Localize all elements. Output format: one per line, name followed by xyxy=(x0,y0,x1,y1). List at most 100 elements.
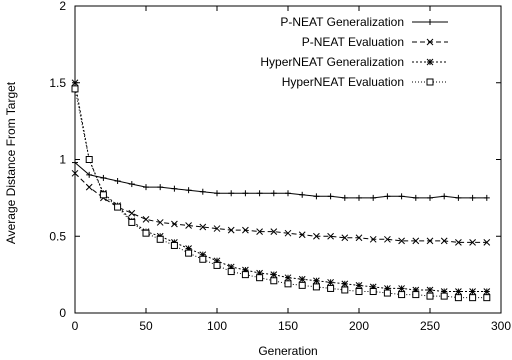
data-point xyxy=(284,274,292,282)
data-point xyxy=(356,194,362,201)
data-point xyxy=(156,219,164,226)
data-point xyxy=(171,220,178,228)
data-point xyxy=(312,283,320,291)
data-point xyxy=(370,194,377,201)
x-tick-label: 300 xyxy=(491,319,511,333)
data-point xyxy=(469,288,476,295)
data-point xyxy=(426,38,434,46)
data-point xyxy=(327,232,334,240)
data-point xyxy=(313,232,320,240)
data-point xyxy=(85,156,93,163)
y-axis-title: Average Distance From Target xyxy=(4,81,18,244)
data-point xyxy=(469,194,476,201)
data-point xyxy=(128,181,135,188)
legend-item: HyperNEAT Evaluation xyxy=(282,75,448,89)
x-tick: 300 xyxy=(491,6,511,333)
data-point xyxy=(100,174,107,181)
data-point xyxy=(270,190,277,197)
data-point xyxy=(156,235,164,243)
data-point xyxy=(71,85,79,93)
series-2 xyxy=(71,169,491,246)
data-point xyxy=(157,184,164,191)
data-point xyxy=(313,277,320,285)
series-layer xyxy=(71,79,491,302)
x-tick: 100 xyxy=(207,6,227,333)
x-tick: 50 xyxy=(139,6,153,333)
data-point xyxy=(185,187,192,194)
legend-item: P-NEAT Evaluation xyxy=(302,35,448,49)
data-point xyxy=(298,275,306,283)
data-point xyxy=(398,193,405,200)
data-point xyxy=(114,177,121,184)
data-point xyxy=(426,58,434,66)
data-point xyxy=(241,271,249,279)
data-point xyxy=(427,194,433,201)
data-point xyxy=(284,229,292,237)
data-point xyxy=(128,209,136,217)
data-point xyxy=(427,19,433,25)
y-tick-label: 1 xyxy=(59,153,66,167)
data-point xyxy=(86,171,93,178)
data-point xyxy=(455,239,462,246)
plot-frame xyxy=(74,5,502,314)
y-tick-label: 1.5 xyxy=(49,76,66,90)
axes xyxy=(74,5,502,314)
data-point xyxy=(199,188,206,195)
y-tick: 2 xyxy=(59,0,501,13)
data-point xyxy=(242,190,249,197)
data-point xyxy=(128,218,136,226)
data-point xyxy=(454,294,462,302)
data-point xyxy=(341,280,349,288)
data-point xyxy=(256,228,263,235)
data-point xyxy=(327,278,334,286)
x-tick: 200 xyxy=(349,6,369,333)
data-point xyxy=(398,291,406,299)
data-point xyxy=(469,239,476,246)
data-point xyxy=(355,288,363,296)
data-point xyxy=(214,190,220,197)
data-point xyxy=(256,190,263,197)
y-tick: 0.5 xyxy=(49,229,501,243)
data-point xyxy=(298,281,306,289)
series-line xyxy=(74,172,487,243)
y-tick-label: 2 xyxy=(59,0,66,13)
data-point xyxy=(171,185,178,192)
legend-label: P-NEAT Generalization xyxy=(280,15,404,29)
data-point xyxy=(483,288,491,295)
y-tick-label: 0.5 xyxy=(49,229,66,243)
data-point xyxy=(398,237,405,245)
x-tick: 250 xyxy=(420,6,440,333)
data-point xyxy=(228,190,235,197)
data-point xyxy=(341,194,348,201)
data-point xyxy=(270,277,278,285)
data-point xyxy=(426,78,434,86)
data-point xyxy=(227,226,235,234)
series-line xyxy=(74,82,487,292)
data-point xyxy=(85,183,93,191)
data-point xyxy=(426,237,434,245)
x-tick-label: 50 xyxy=(139,319,153,333)
data-point xyxy=(426,286,434,294)
data-point xyxy=(412,291,420,299)
data-point xyxy=(213,225,221,232)
legend-label: HyperNEAT Evaluation xyxy=(282,75,404,89)
data-point xyxy=(285,190,291,197)
data-point xyxy=(199,255,207,263)
data-point xyxy=(412,194,419,201)
data-point xyxy=(270,271,278,278)
data-point xyxy=(426,292,434,300)
data-point xyxy=(185,222,192,229)
data-point xyxy=(327,193,334,200)
data-point xyxy=(199,223,207,231)
x-tick-label: 100 xyxy=(207,319,227,333)
data-point xyxy=(412,237,420,245)
data-point xyxy=(143,184,149,191)
data-point xyxy=(227,268,235,276)
data-point xyxy=(142,216,150,223)
data-point xyxy=(483,239,491,246)
x-tick-label: 200 xyxy=(349,319,369,333)
data-point xyxy=(313,193,320,200)
data-point xyxy=(441,193,448,200)
data-point xyxy=(398,285,405,292)
